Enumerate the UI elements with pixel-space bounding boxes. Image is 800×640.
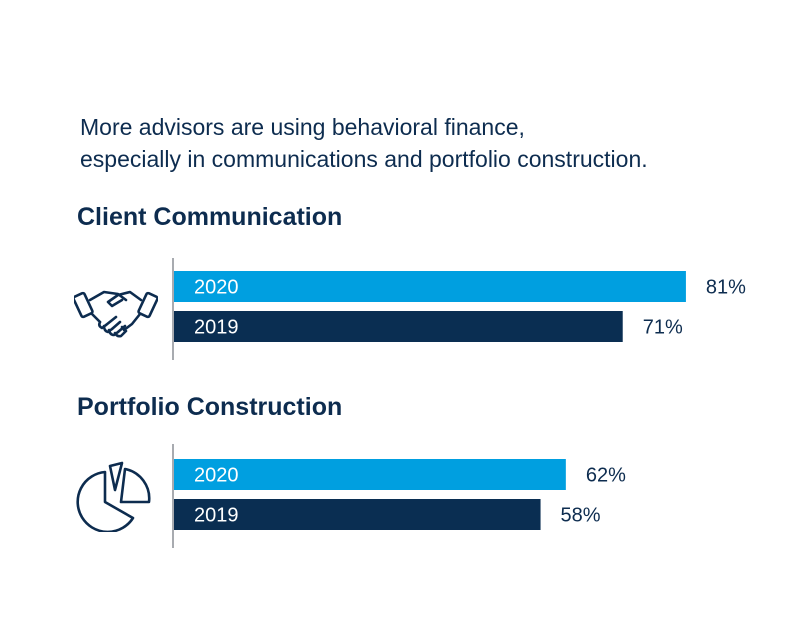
chart-title-client-communication: Client Communication bbox=[77, 203, 343, 231]
handshake-icon bbox=[74, 290, 158, 338]
intro-line-1: More advisors are using behavioral finan… bbox=[80, 114, 525, 140]
portfolio-construction-bar-label-2019: 2019 bbox=[194, 505, 239, 527]
client-communication-bar-2020 bbox=[174, 271, 686, 302]
portfolio-construction-value-label-2020: 62% bbox=[586, 465, 626, 487]
client-communication-bar-label-2019: 2019 bbox=[194, 317, 239, 339]
portfolio-construction-bar-2019 bbox=[174, 499, 541, 530]
client-communication-value-label-2020: 81% bbox=[706, 277, 746, 299]
client-communication-bar-label-2020: 2020 bbox=[194, 277, 239, 299]
portfolio-construction-bar-label-2020: 2020 bbox=[194, 465, 239, 487]
client-communication-value-label-2019: 71% bbox=[643, 317, 683, 339]
intro-line-2: especially in communications and portfol… bbox=[80, 146, 648, 172]
pie-chart-icon bbox=[76, 461, 151, 532]
portfolio-construction-value-label-2019: 58% bbox=[561, 505, 601, 527]
chart-title-portfolio-construction: Portfolio Construction bbox=[77, 393, 343, 421]
portfolio-construction-bar-2020 bbox=[174, 459, 566, 490]
intro-text: More advisors are using behavioral finan… bbox=[80, 111, 780, 175]
client-communication-bar-2019 bbox=[174, 311, 623, 342]
